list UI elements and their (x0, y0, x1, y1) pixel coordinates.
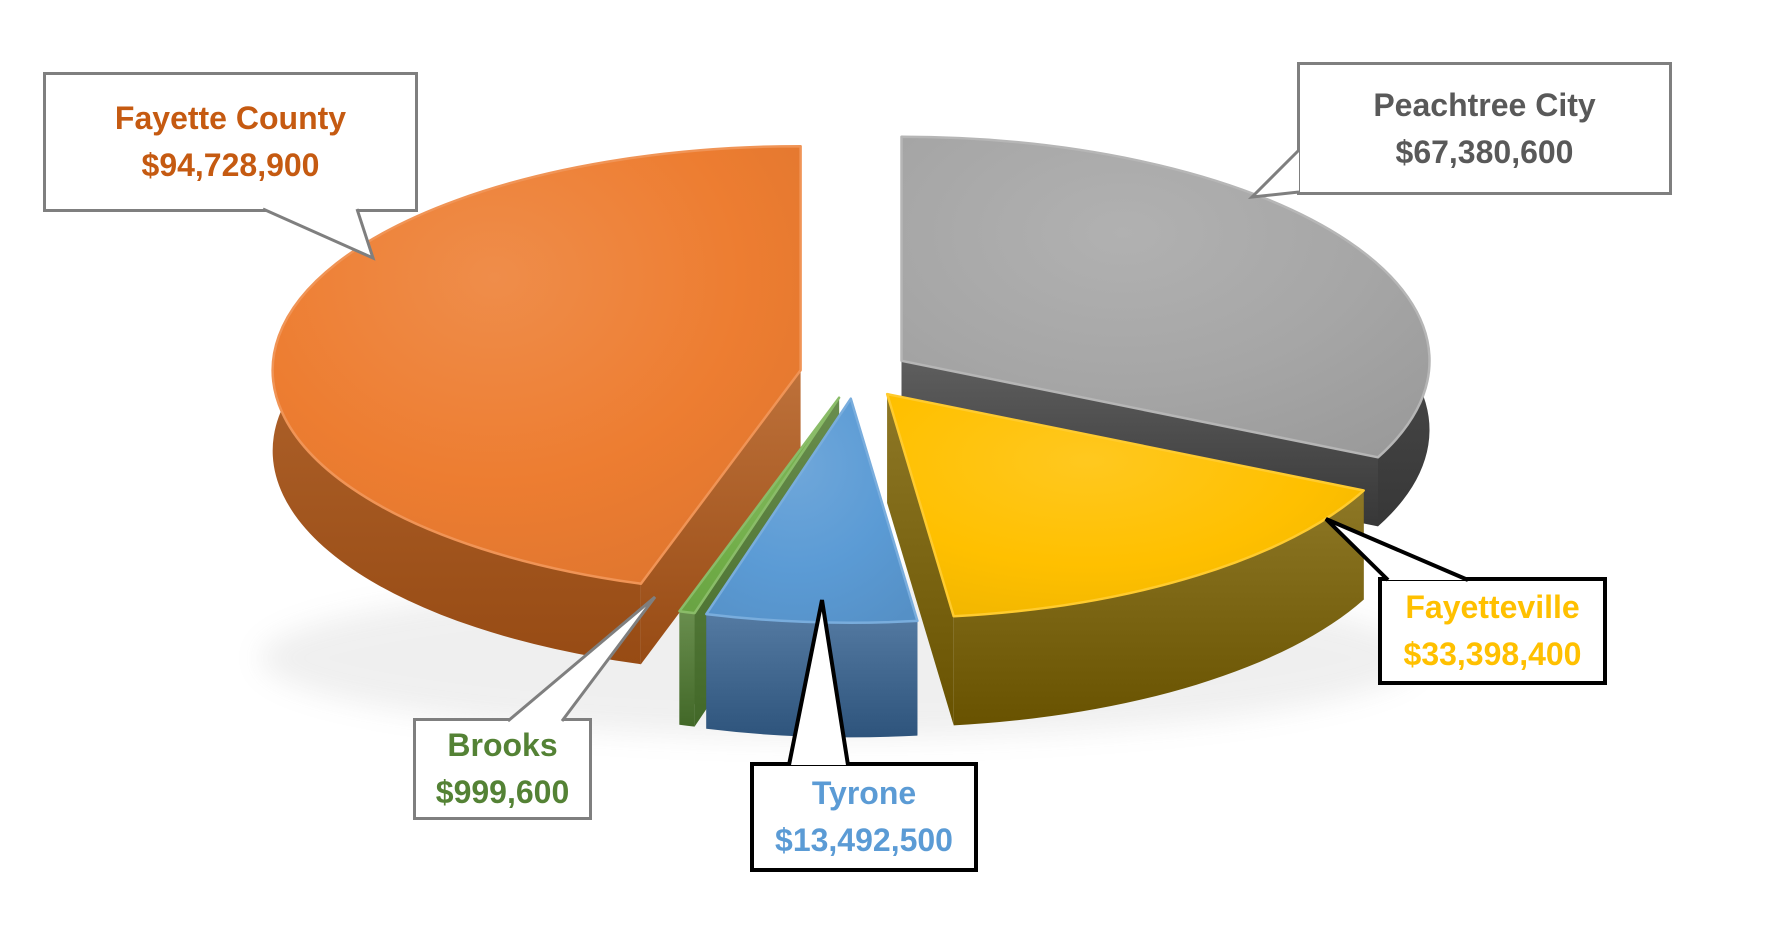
callout-label: Fayetteville (1405, 589, 1580, 625)
callout-brooks[interactable]: Brooks $999,600 (413, 718, 592, 820)
callout-tyrone[interactable]: Tyrone $13,492,500 (750, 762, 978, 872)
slice-top-face (271, 144, 802, 585)
callout-label: Tyrone (811, 775, 917, 811)
callout-value: $999,600 (435, 774, 570, 810)
callout-label: Peachtree City (1373, 86, 1596, 123)
pie-slice-fayetteville[interactable] (885, 392, 1365, 726)
callout-value: $67,380,600 (1395, 133, 1574, 170)
callout-value: $13,492,500 (775, 822, 953, 858)
slice-top-face (900, 135, 1431, 459)
slice-side-wall (887, 394, 954, 726)
callout-label: Brooks (447, 727, 558, 763)
slice-top-face (678, 396, 841, 615)
callout-fayette-county[interactable]: Fayette County $94,728,900 (43, 72, 418, 212)
slice-top-face (885, 392, 1365, 618)
slice-rim-wall (679, 611, 695, 727)
pie-slice-fayette-county[interactable] (271, 144, 802, 665)
slice-side-wall (640, 370, 801, 665)
callout-label: Fayette County (114, 100, 347, 136)
callout-peachtree-city[interactable]: Peachtree City $67,380,600 (1297, 62, 1672, 195)
slice-rim-wall (706, 614, 918, 738)
pie-slice-tyrone[interactable] (705, 397, 919, 738)
slice-rim-wall (953, 490, 1364, 726)
callout-value: $94,728,900 (141, 147, 320, 183)
callout-value: $33,398,400 (1403, 636, 1582, 672)
callout-fayetteville[interactable]: Fayetteville $33,398,400 (1378, 577, 1607, 685)
